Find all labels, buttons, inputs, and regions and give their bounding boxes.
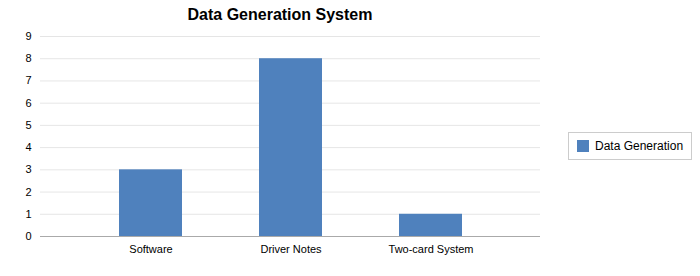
svg-text:5: 5	[25, 119, 31, 131]
svg-text:4: 4	[25, 141, 31, 153]
html-text:Data Generation System: Data Generation System	[187, 6, 373, 23]
html-text:Data Generation: Data Generation	[595, 139, 684, 153]
svg-text:3: 3	[25, 163, 31, 175]
svg-text:Driver Notes: Driver Notes	[260, 243, 322, 255]
svg-text:Software: Software	[129, 243, 172, 255]
svg-text:1: 1	[25, 208, 31, 220]
svg-text:7: 7	[25, 74, 31, 86]
svg-text:0: 0	[25, 230, 31, 242]
svg-text:9: 9	[25, 30, 31, 42]
svg-text:Two-card System: Two-card System	[389, 243, 474, 255]
svg-text:8: 8	[25, 52, 31, 64]
svg-text:2: 2	[25, 186, 31, 198]
svg-text:6: 6	[25, 97, 31, 109]
